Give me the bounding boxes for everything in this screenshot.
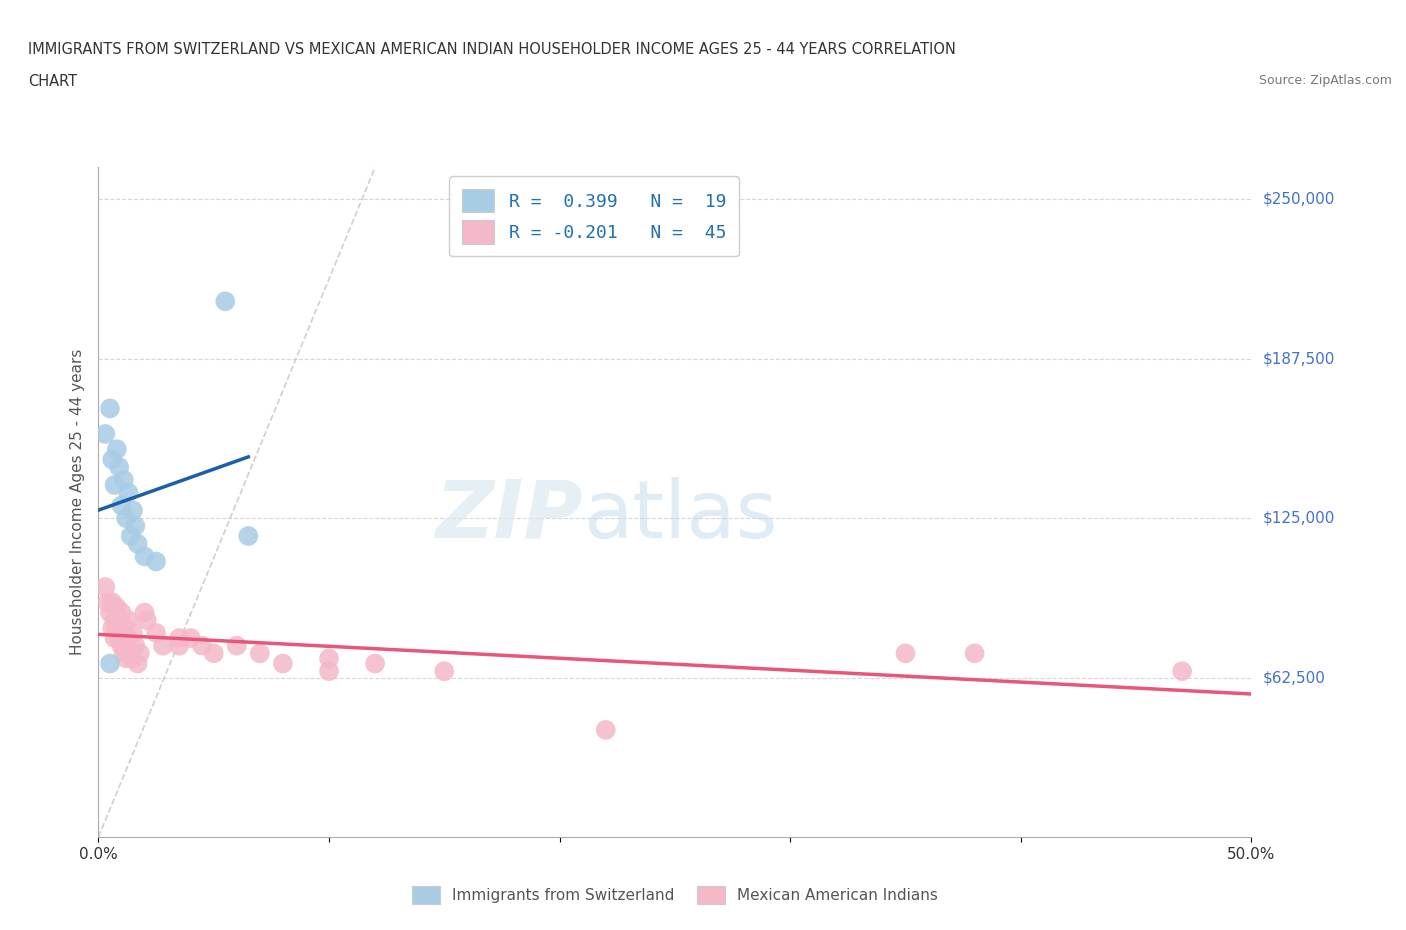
Point: [108, 459, 131, 474]
Point: [152, 638, 174, 653]
Point: [894, 646, 917, 661]
Text: IMMIGRANTS FROM SWITZERLAND VS MEXICAN AMERICAN INDIAN HOUSEHOLDER INCOME AGES 2: IMMIGRANTS FROM SWITZERLAND VS MEXICAN A…: [28, 42, 956, 57]
Point: [202, 646, 225, 661]
Point: [180, 631, 202, 645]
Point: [98, 401, 121, 416]
Point: [112, 646, 135, 661]
Point: [98, 605, 121, 620]
Point: [120, 646, 142, 661]
Point: [167, 638, 190, 653]
Point: [115, 511, 138, 525]
Point: [1171, 664, 1194, 679]
Y-axis label: Householder Income Ages 25 - 44 years: Householder Income Ages 25 - 44 years: [69, 349, 84, 656]
Point: [238, 528, 260, 543]
Point: [105, 620, 128, 635]
Point: [98, 656, 121, 671]
Point: [595, 723, 617, 737]
Point: [318, 651, 340, 666]
Point: [145, 554, 167, 569]
Point: [115, 651, 138, 666]
Point: [101, 452, 124, 467]
Point: [94, 579, 117, 594]
Text: Source: ZipAtlas.com: Source: ZipAtlas.com: [1258, 74, 1392, 87]
Point: [101, 620, 124, 635]
Point: [127, 656, 149, 671]
Point: [117, 613, 139, 628]
Text: atlas: atlas: [582, 476, 778, 554]
Point: [101, 595, 124, 610]
Point: [122, 626, 145, 641]
Point: [120, 528, 142, 543]
Point: [135, 613, 157, 628]
Point: [112, 472, 135, 487]
Point: [433, 664, 456, 679]
Point: [110, 498, 132, 512]
Point: [115, 631, 138, 645]
Text: $125,000: $125,000: [1263, 511, 1336, 525]
Point: [105, 442, 128, 457]
Point: [117, 631, 139, 645]
Point: [103, 631, 125, 645]
Point: [94, 427, 117, 442]
Point: [110, 626, 132, 641]
Text: $62,500: $62,500: [1263, 671, 1326, 685]
Text: $187,500: $187,500: [1263, 352, 1336, 366]
Point: [103, 477, 125, 492]
Point: [108, 631, 131, 645]
Point: [145, 626, 167, 641]
Point: [122, 503, 145, 518]
Point: [127, 537, 149, 551]
Point: [105, 600, 128, 615]
Point: [117, 485, 139, 500]
Point: [249, 646, 271, 661]
Point: [134, 549, 156, 564]
Point: [129, 646, 152, 661]
Point: [225, 638, 247, 653]
Text: ZIP: ZIP: [436, 476, 582, 554]
Point: [110, 638, 132, 653]
Point: [318, 664, 340, 679]
Point: [191, 638, 214, 653]
Text: CHART: CHART: [28, 74, 77, 89]
Point: [963, 646, 986, 661]
Point: [110, 605, 132, 620]
Point: [97, 595, 120, 610]
Point: [124, 518, 146, 533]
Text: $250,000: $250,000: [1263, 192, 1336, 206]
Point: [122, 651, 145, 666]
Point: [167, 631, 190, 645]
Legend: Immigrants from Switzerland, Mexican American Indians: Immigrants from Switzerland, Mexican Ame…: [406, 880, 943, 910]
Point: [134, 605, 156, 620]
Point: [214, 294, 236, 309]
Point: [271, 656, 294, 671]
Point: [124, 638, 146, 653]
Point: [364, 656, 387, 671]
Point: [103, 613, 125, 628]
Point: [112, 620, 135, 635]
